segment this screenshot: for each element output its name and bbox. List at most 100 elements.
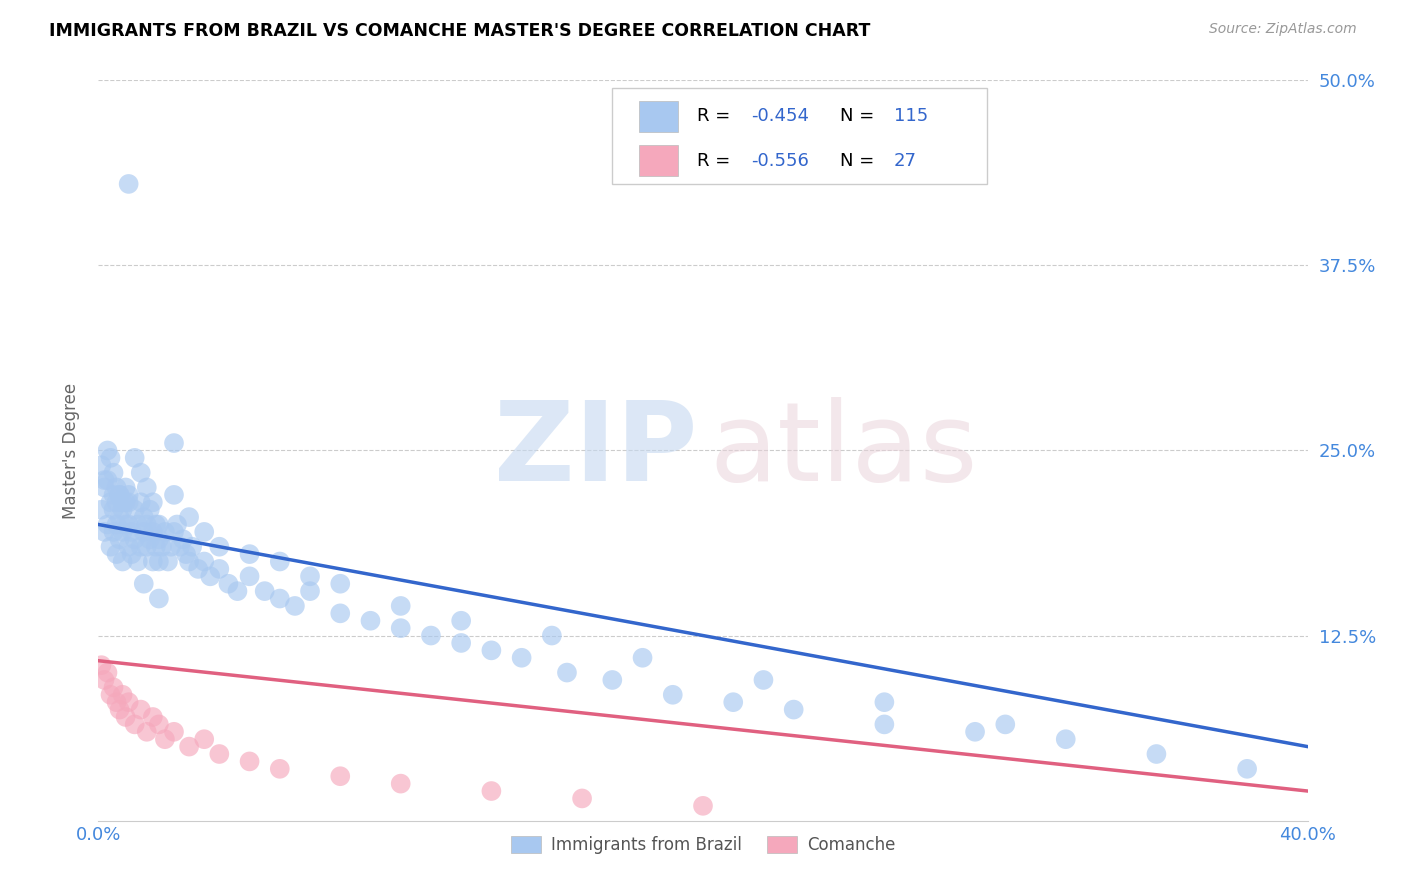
Point: [239, 569, 262, 583]
Text: R =: R =: [697, 107, 735, 125]
Point: [129, 495, 152, 509]
FancyBboxPatch shape: [638, 145, 678, 177]
Point: [389, 776, 412, 791]
Text: 27: 27: [894, 152, 917, 169]
Point: [481, 784, 503, 798]
Point: [329, 576, 352, 591]
Point: [540, 628, 562, 642]
Point: [90, 658, 112, 673]
Point: [873, 695, 896, 709]
Point: [111, 502, 134, 516]
Point: [208, 747, 231, 761]
Point: [114, 517, 136, 532]
Point: [118, 695, 141, 709]
Point: [93, 480, 115, 494]
Point: [555, 665, 578, 680]
Point: [148, 533, 170, 547]
Point: [118, 177, 141, 191]
Point: [114, 495, 136, 509]
Point: [142, 710, 165, 724]
Point: [1236, 762, 1258, 776]
Text: 115: 115: [894, 107, 928, 125]
Point: [1054, 732, 1077, 747]
Point: [752, 673, 775, 687]
Point: [239, 547, 262, 561]
Point: [93, 673, 115, 687]
Text: ZIP: ZIP: [494, 397, 697, 504]
Point: [692, 798, 714, 813]
Point: [124, 533, 146, 547]
Point: [389, 599, 412, 613]
Point: [208, 540, 231, 554]
Point: [193, 555, 215, 569]
Point: [111, 688, 134, 702]
Point: [145, 517, 167, 532]
Point: [129, 466, 152, 480]
Y-axis label: Master's Degree: Master's Degree: [62, 383, 80, 518]
Point: [208, 562, 231, 576]
Point: [226, 584, 249, 599]
Point: [153, 524, 176, 539]
Point: [284, 599, 307, 613]
Legend: Immigrants from Brazil, Comanche: Immigrants from Brazil, Comanche: [505, 829, 901, 861]
Point: [105, 517, 128, 532]
Point: [187, 562, 209, 576]
Point: [103, 502, 125, 516]
Point: [179, 555, 201, 569]
Point: [142, 495, 165, 509]
Text: -0.556: -0.556: [751, 152, 810, 169]
Point: [129, 703, 152, 717]
Point: [602, 673, 624, 687]
Point: [108, 488, 131, 502]
Point: [96, 443, 118, 458]
Point: [148, 517, 170, 532]
Point: [132, 524, 155, 539]
Point: [118, 540, 141, 554]
Point: [135, 480, 157, 494]
Point: [114, 480, 136, 494]
Point: [118, 488, 141, 502]
Point: [299, 569, 322, 583]
Point: [108, 510, 131, 524]
Point: [105, 480, 128, 494]
Point: [163, 524, 186, 539]
Point: [114, 710, 136, 724]
Point: [118, 495, 141, 509]
Text: -0.454: -0.454: [751, 107, 810, 125]
Point: [450, 636, 472, 650]
Point: [108, 703, 131, 717]
Point: [135, 517, 157, 532]
Point: [111, 495, 134, 509]
Point: [111, 524, 134, 539]
Point: [217, 576, 239, 591]
Point: [193, 524, 215, 539]
Point: [145, 540, 167, 554]
Point: [1144, 747, 1167, 761]
Point: [723, 695, 745, 709]
Point: [510, 650, 533, 665]
Point: [93, 473, 115, 487]
Point: [179, 739, 201, 754]
Point: [965, 724, 987, 739]
Point: [90, 502, 112, 516]
Point: [103, 466, 125, 480]
Point: [299, 584, 322, 599]
Point: [163, 724, 186, 739]
Text: Source: ZipAtlas.com: Source: ZipAtlas.com: [1209, 22, 1357, 37]
Point: [269, 762, 291, 776]
Point: [873, 717, 896, 731]
Text: atlas: atlas: [709, 397, 977, 504]
Point: [571, 791, 593, 805]
Point: [132, 576, 155, 591]
Point: [93, 524, 115, 539]
Point: [160, 540, 183, 554]
Point: [163, 436, 186, 450]
Point: [135, 724, 157, 739]
Point: [269, 591, 291, 606]
Point: [90, 458, 112, 473]
Point: [169, 540, 191, 554]
Point: [96, 665, 118, 680]
Point: [121, 524, 143, 539]
Point: [124, 450, 146, 465]
Point: [103, 681, 125, 695]
